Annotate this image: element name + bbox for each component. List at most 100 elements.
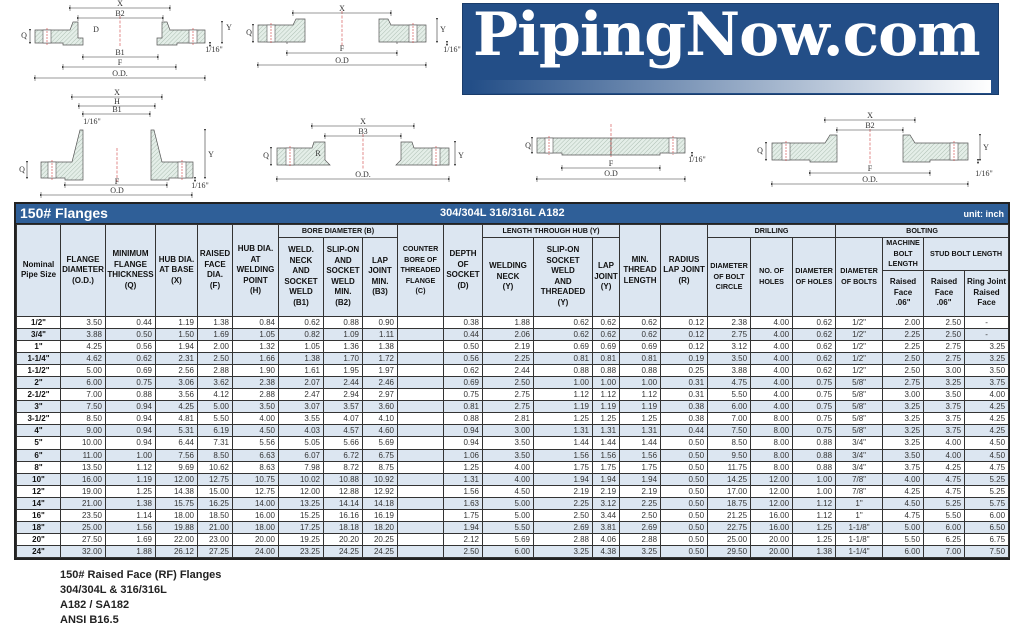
value-cell: 0.25 <box>660 363 709 377</box>
value-cell: 3.75 <box>882 460 925 474</box>
value-cell: 2.19 <box>482 339 535 353</box>
value-cell: 4.00 <box>964 388 1010 402</box>
value-cell: 5.00 <box>197 400 233 414</box>
header-b3: LAP JOINT MIN. (B3) <box>361 237 399 317</box>
value-cell: 1.56 <box>619 448 662 462</box>
header-length-group: LENGTH THROUGH HUB (Y) <box>482 224 621 238</box>
pipe-size-cell: 12" <box>16 484 61 498</box>
value-cell: 3.25 <box>964 339 1010 353</box>
value-cell: 17.25 <box>278 521 324 535</box>
value-cell: 2.25 <box>882 327 925 341</box>
value-cell: 2.50 <box>619 508 662 523</box>
value-cell: 0.62 <box>592 315 621 329</box>
value-cell: 2.75 <box>482 388 535 402</box>
value-cell: 10.75 <box>232 472 279 486</box>
flange-section <box>34 21 84 46</box>
value-cell: 4.00 <box>882 472 925 486</box>
value-cell: 2.25 <box>882 339 925 353</box>
value-cell: 5.25 <box>964 472 1010 486</box>
value-cell: 0.62 <box>792 315 837 329</box>
value-cell: 0.88 <box>619 363 662 377</box>
value-cell: 5.00 <box>60 363 106 377</box>
value-cell: 23.50 <box>60 508 106 523</box>
value-cell: 1.19 <box>105 472 156 486</box>
value-cell: 1-1/4" <box>835 545 884 559</box>
value-cell: 0.88 <box>533 363 594 377</box>
label: Y <box>208 150 214 159</box>
value-cell: 1.56 <box>105 521 156 535</box>
value-cell: 1.25 <box>792 533 837 547</box>
table-row: 18" 25.00 1.56 19.88 21.00 18.00 17.25 18.18 18.… <box>16 521 1010 535</box>
label: 1/16" <box>191 181 209 190</box>
value-cell: 2.75 <box>707 327 752 341</box>
value-cell: 0.81 <box>619 351 662 365</box>
value-cell: 4.75 <box>882 508 925 523</box>
header-bolt-circle: DIAMETER OF BOLT CIRCLE <box>707 237 752 317</box>
value-cell: 2.75 <box>923 351 966 365</box>
value-cell: 1.56 <box>443 484 484 498</box>
value-cell: 1/2" <box>835 351 884 365</box>
value-cell: 4.50 <box>964 436 1010 450</box>
value-cell: 0.12 <box>660 339 709 353</box>
label: 1/16" <box>975 169 993 178</box>
value-cell: 1.88 <box>105 545 156 559</box>
value-cell: 6.72 <box>323 448 363 462</box>
socket-weld-drawing-labels: X B2 D B1 F O.D. Q Y 1/16" <box>21 0 232 78</box>
value-cell: 1-1/8" <box>835 533 884 547</box>
label: B1 <box>115 48 124 57</box>
value-cell: 0.62 <box>792 339 837 353</box>
value-cell: 1.25 <box>533 412 594 426</box>
value-cell: 20.00 <box>750 545 794 559</box>
label: X <box>867 111 873 120</box>
value-cell: 4.50 <box>964 448 1010 462</box>
notes: 150# Raised Face (RF) Flanges 304/304L &… <box>60 568 221 628</box>
value-cell: 1.69 <box>197 327 233 341</box>
value-cell: 8.63 <box>232 460 279 474</box>
label: X <box>339 4 345 13</box>
value-cell: 3/4" <box>835 460 884 474</box>
value-cell: 0.94 <box>105 400 156 414</box>
value-cell: 0.88 <box>792 460 837 474</box>
label: F <box>609 159 614 168</box>
value-cell: 1/2" <box>835 315 884 329</box>
value-cell: 13.25 <box>278 496 324 511</box>
value-cell: 20.00 <box>232 533 279 547</box>
table-row: 8" 13.50 1.12 9.69 10.62 8.63 7.98 8.72 8.75 1.25… <box>16 460 1010 474</box>
value-cell: 4.50 <box>232 424 279 438</box>
value-cell: 1" <box>835 496 884 511</box>
value-cell <box>397 533 445 547</box>
value-cell: 3.75 <box>923 424 966 438</box>
value-cell: 16.00 <box>60 472 106 486</box>
value-cell: 0.94 <box>105 436 156 450</box>
value-cell: 1.25 <box>443 460 484 474</box>
value-cell: 4.00 <box>750 315 794 329</box>
pipe-size-cell: 10" <box>16 472 61 486</box>
value-cell: 5.50 <box>197 412 233 426</box>
label: O.D <box>110 186 124 195</box>
table-row: 3-1/2" 8.50 0.94 4.81 5.50 4.00 3.55 4.07 4.10 0.… <box>16 412 1010 426</box>
table-row: 3/4" 3.88 0.50 1.50 1.69 1.05 0.82 1.09 1.11 0.44… <box>16 327 1010 341</box>
value-cell: 1/2" <box>835 363 884 377</box>
table-row: 24" 32.00 1.88 26.12 27.25 24.00 23.25 24.25 24.… <box>16 545 1010 559</box>
value-cell <box>397 424 445 438</box>
value-cell: 12.88 <box>323 484 363 498</box>
label: Y <box>983 143 989 152</box>
label: B1 <box>112 105 121 114</box>
value-cell: 0.62 <box>278 315 324 329</box>
value-cell: 6.00 <box>923 521 966 535</box>
value-cell <box>397 412 445 426</box>
header-hub-base: HUB DIA. AT BASE (X) <box>155 224 198 317</box>
value-cell: 0.62 <box>443 363 484 377</box>
value-cell: 0.38 <box>443 315 484 329</box>
value-cell: 0.50 <box>660 545 709 559</box>
value-cell: 0.50 <box>660 472 709 486</box>
value-cell: 0.19 <box>660 351 709 365</box>
value-cell: 0.44 <box>443 327 484 341</box>
value-cell: 0.75 <box>792 400 837 414</box>
value-cell: 0.50 <box>660 448 709 462</box>
value-cell <box>397 496 445 511</box>
value-cell: 4.00 <box>750 339 794 353</box>
value-cell: 0.31 <box>660 375 709 390</box>
value-cell: 2.56 <box>155 363 198 377</box>
value-cell: 1.75 <box>443 508 484 523</box>
